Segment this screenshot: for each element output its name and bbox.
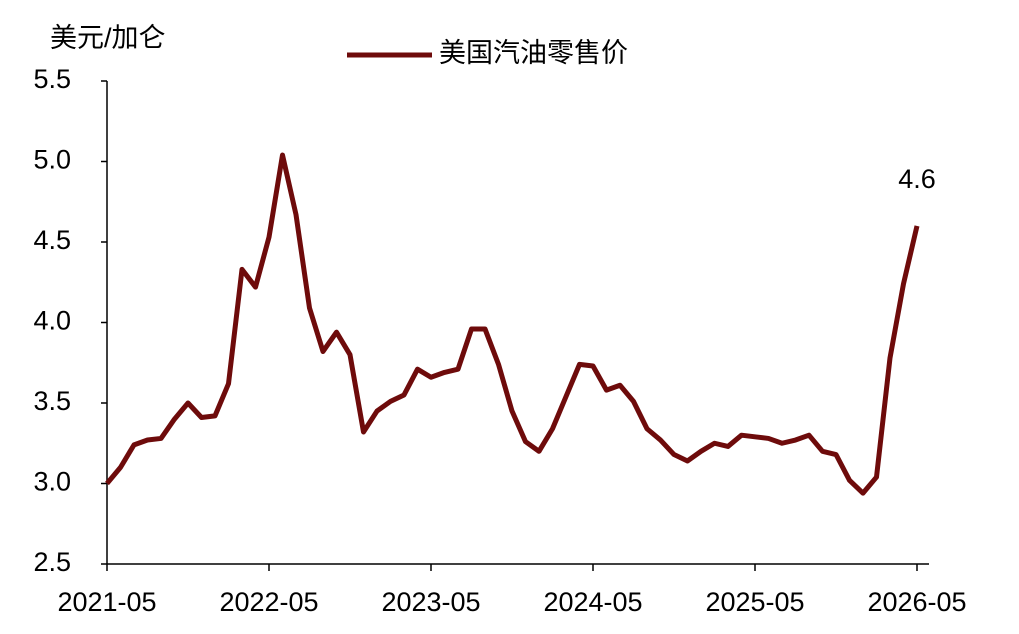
legend-label: 美国汽油零售价 [439,38,628,68]
y-tick-label: 4.5 [33,225,71,255]
line-series [105,152,920,496]
x-tick-label: 2021-05 [57,587,156,617]
y-tick-label: 5.5 [33,64,71,94]
x-tick-label: 2025-05 [705,587,804,617]
x-tick-label: 2022-05 [219,587,318,617]
y-axis-title: 美元/加仑 [50,23,166,53]
y-tick-label: 2.5 [33,547,71,577]
x-tick-label: 2024-05 [543,587,642,617]
data-label: 4.6 [898,164,936,194]
y-tick-label: 4.0 [33,306,71,336]
x-tick-label: 2026-05 [867,587,966,617]
y-tick-label: 3.0 [33,467,71,497]
y-tick-label: 3.5 [33,386,71,416]
y-tick-label: 5.0 [33,145,71,175]
x-tick-label: 2023-05 [381,587,480,617]
